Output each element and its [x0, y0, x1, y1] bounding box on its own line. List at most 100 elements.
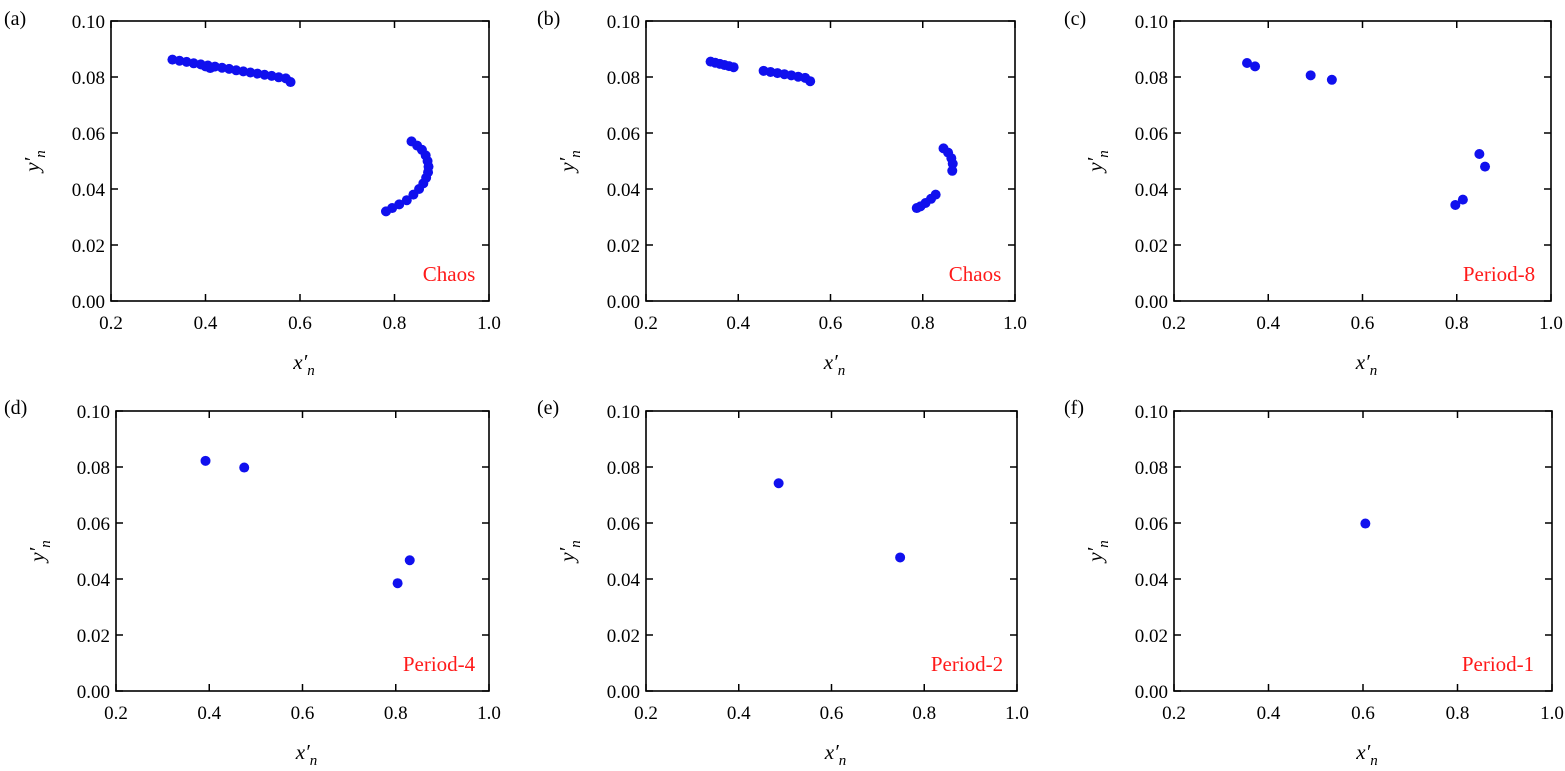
x-tick-label: 0.8 [383, 313, 407, 334]
x-tick-label: 0.6 [288, 313, 312, 334]
y-axis-label: y′n [20, 150, 49, 173]
x-tick-label: 1.0 [1003, 313, 1027, 334]
y-tick-label: 0.10 [1135, 12, 1168, 33]
panel-b: (b) 0.2 0.4 0.6 0.8 1.0 0.00 0.02 0.04 0.06 0.08 0.… [537, 8, 1027, 379]
y-tick-label: 0.08 [607, 68, 640, 89]
x-tick-label: 0.6 [820, 703, 844, 724]
y-tick-label: 0.00 [77, 682, 110, 703]
data-point [380, 206, 391, 217]
y-tick-label: 0.08 [77, 458, 110, 479]
data-point [1457, 194, 1468, 205]
y-tick-label: 0.10 [607, 12, 640, 33]
y-axis-label: y′n [555, 540, 584, 563]
y-tick-label: 0.00 [607, 682, 640, 703]
y-tick-label: 0.10 [72, 12, 105, 33]
y-tick-label: 0.10 [607, 402, 640, 423]
panel-d: (d) 0.2 0.4 0.6 0.8 1.0 0.00 0.02 0.04 0.06 0.08 0.… [4, 397, 501, 769]
plot-frame [645, 410, 1018, 692]
y-tick-label: 0.02 [607, 626, 640, 647]
data-point [728, 62, 739, 73]
x-tick-label: 0.8 [384, 703, 408, 724]
y-tick-label: 0.04 [1135, 180, 1169, 201]
x-tick-label: 1.0 [477, 703, 501, 724]
panel-a: (a) 0.2 0.4 0.6 0.8 1.0 0.00 0.02 0.04 0.06 0.08 0.… [4, 8, 501, 379]
x-axis-label: x′n [824, 740, 846, 769]
y-axis-label: y′n [1083, 540, 1112, 563]
data-point [1305, 70, 1316, 81]
data-point [408, 189, 419, 200]
panel-label: (b) [537, 8, 560, 30]
data-point [805, 76, 816, 87]
y-tick-label: 0.08 [1135, 68, 1168, 89]
x-tick-label: 0.2 [634, 703, 658, 724]
y-tick-label: 0.02 [607, 236, 640, 257]
x-tick-label: 0.6 [1351, 703, 1375, 724]
x-axis-label: x′n [823, 350, 845, 379]
y-tick-label: 0.02 [1135, 236, 1168, 257]
y-axis-label: y′n [555, 150, 584, 173]
data-point [1242, 58, 1253, 68]
y-tick-label: 0.06 [1135, 124, 1168, 145]
regime-annotation: Period-2 [931, 652, 1003, 676]
x-tick-label: 0.2 [1162, 313, 1186, 334]
data-point [285, 77, 296, 88]
x-tick-label: 0.2 [99, 313, 123, 334]
y-tick-label: 0.08 [72, 68, 105, 89]
y-tick-label: 0.00 [72, 292, 105, 313]
x-tick-label: 0.8 [911, 313, 935, 334]
x-tick-label: 1.0 [1005, 703, 1029, 724]
data-point [1326, 74, 1337, 85]
y-tick-label: 0.10 [77, 402, 110, 423]
x-tick-label: 0.4 [1256, 313, 1280, 334]
panel-e: (e) 0.2 0.4 0.6 0.8 1.0 0.00 0.02 0.04 0.06 0.08 0.… [537, 397, 1029, 769]
data-point [239, 462, 250, 473]
x-tick-label: 1.0 [477, 313, 501, 334]
regime-annotation: Period-4 [403, 652, 476, 676]
regime-annotation: Chaos [423, 262, 476, 286]
x-tick-label: 0.6 [291, 703, 315, 724]
y-tick-label: 0.06 [72, 124, 105, 145]
data-point [1450, 199, 1461, 210]
y-tick-label: 0.00 [1135, 682, 1168, 703]
panel-c: (c) 0.2 0.4 0.6 0.8 1.0 0.00 0.02 0.04 0.06 0.08 0.… [1064, 8, 1563, 379]
data-point [1360, 518, 1371, 529]
y-tick-label: 0.04 [1135, 570, 1169, 591]
panel-f: (f) 0.2 0.4 0.6 0.8 1.0 0.00 0.02 0.04 0.06 0.08 0.… [1064, 397, 1564, 769]
y-tick-label: 0.06 [607, 514, 640, 535]
x-tick-label: 1.0 [1540, 703, 1564, 724]
x-tick-label: 0.4 [197, 703, 221, 724]
data-point [205, 63, 216, 74]
x-tick-label: 0.8 [1446, 703, 1470, 724]
y-tick-label: 0.06 [77, 514, 110, 535]
panel-label: (f) [1064, 397, 1084, 419]
x-axis-label: x′n [1355, 740, 1377, 769]
regime-annotation: Period-8 [1463, 262, 1535, 286]
x-tick-label: 0.4 [194, 313, 218, 334]
x-tick-label: 0.2 [634, 313, 658, 334]
data-point [401, 195, 412, 206]
x-tick-label: 0.8 [1445, 313, 1469, 334]
y-tick-label: 0.04 [607, 570, 641, 591]
y-tick-label: 0.06 [1135, 514, 1168, 535]
plot-frame [110, 20, 490, 302]
x-axis-label: x′n [295, 740, 317, 769]
y-tick-label: 0.10 [1135, 402, 1168, 423]
panel-label: (a) [4, 8, 26, 30]
y-tick-label: 0.00 [607, 292, 640, 313]
x-axis-label: x′n [1355, 350, 1377, 379]
x-tick-label: 0.4 [1257, 703, 1281, 724]
x-tick-label: 0.2 [104, 703, 128, 724]
data-point [911, 203, 922, 214]
x-tick-label: 0.4 [726, 313, 750, 334]
y-tick-label: 0.00 [1135, 292, 1168, 313]
y-tick-label: 0.06 [607, 124, 640, 145]
data-point [200, 455, 211, 466]
x-tick-label: 0.2 [1162, 703, 1186, 724]
panel-label: (c) [1064, 8, 1086, 30]
panel-label: (e) [537, 397, 559, 419]
x-tick-label: 1.0 [1539, 313, 1563, 334]
regime-annotation: Chaos [949, 262, 1002, 286]
data-point [1250, 61, 1261, 72]
y-tick-label: 0.08 [1135, 458, 1168, 479]
